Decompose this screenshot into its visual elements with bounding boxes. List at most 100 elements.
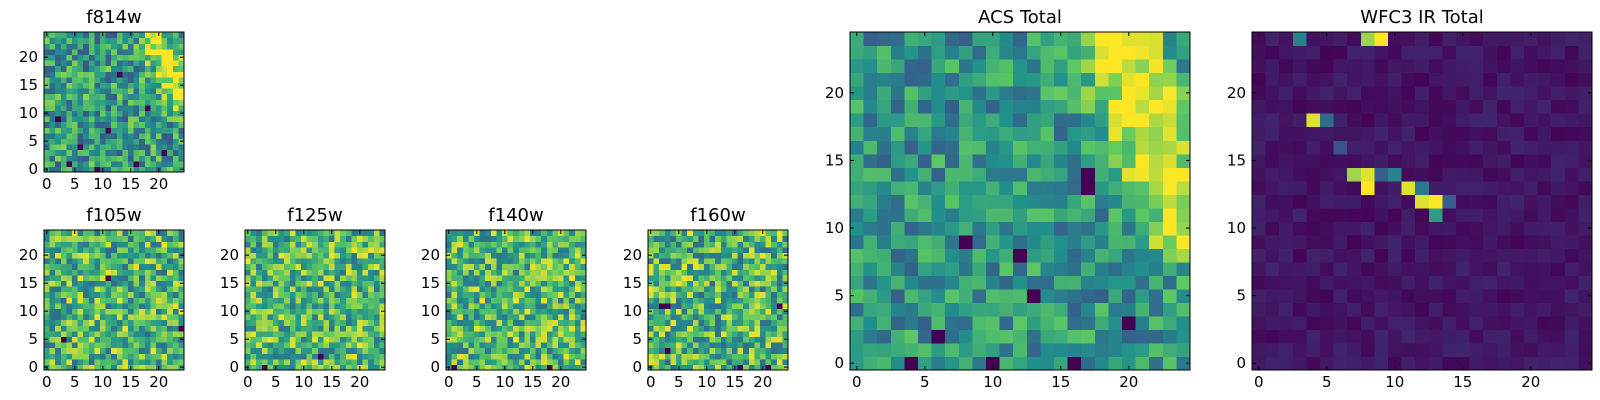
heatmap-cell <box>563 353 570 360</box>
heatmap-cell <box>88 65 95 72</box>
heatmap-cell <box>863 72 878 87</box>
heatmap-cell <box>558 358 565 365</box>
heatmap-cell <box>1252 113 1267 128</box>
heatmap-cell <box>479 308 486 315</box>
heatmap-cell <box>1456 180 1471 195</box>
heatmap-cell <box>345 325 352 332</box>
heatmap-cell <box>340 308 347 315</box>
heatmap-cell <box>513 280 520 287</box>
heatmap-cell <box>362 325 369 332</box>
heatmap-cell <box>1054 342 1069 358</box>
heatmap-cell <box>111 138 118 145</box>
heatmap-cell <box>133 76 140 83</box>
heatmap-cell <box>273 291 280 298</box>
heatmap-cell <box>541 325 548 332</box>
heatmap-cell <box>1292 315 1307 331</box>
heatmap-cell <box>1081 342 1096 358</box>
heatmap-cell <box>546 280 553 287</box>
heatmap-cell <box>569 274 576 281</box>
x-tick-label: 0 <box>243 373 253 391</box>
heatmap-cell <box>850 113 865 128</box>
heatmap-cell <box>340 319 347 326</box>
heatmap-cell <box>88 364 95 371</box>
heatmap-cell <box>49 280 56 287</box>
heatmap-cell <box>284 246 291 253</box>
heatmap-cell <box>128 82 135 89</box>
heatmap-cell <box>94 258 101 265</box>
heatmap-cell <box>863 288 878 303</box>
heatmap-cell <box>88 116 95 123</box>
heatmap-cell <box>334 336 341 343</box>
heatmap-cell <box>1333 113 1348 128</box>
heatmap-cell <box>1578 140 1593 155</box>
heatmap-cell <box>737 319 744 326</box>
heatmap-cell <box>999 288 1014 303</box>
heatmap-cell <box>94 155 101 162</box>
heatmap-cell <box>60 342 67 349</box>
heatmap-cell <box>289 308 296 315</box>
heatmap-cell <box>681 252 688 259</box>
heatmap-cell <box>507 291 514 298</box>
heatmap-cell <box>77 166 84 173</box>
heatmap-cell <box>139 280 146 287</box>
heatmap-cell <box>670 258 677 265</box>
heatmap-cell <box>267 364 274 371</box>
heatmap-cell <box>1347 113 1362 128</box>
heatmap-cell <box>462 252 469 259</box>
heatmap-cell <box>754 319 761 326</box>
heatmap-cell <box>172 246 179 253</box>
heatmap-cell <box>687 364 694 371</box>
heatmap-cell <box>312 358 319 365</box>
heatmap-cell <box>1469 180 1484 195</box>
heatmap-cell <box>485 286 492 293</box>
heatmap-cell <box>1279 86 1294 101</box>
heatmap-cell <box>122 230 129 237</box>
heatmap-cell <box>513 319 520 326</box>
heatmap-cell <box>877 234 892 249</box>
heatmap-cell <box>1040 59 1055 74</box>
heatmap-cell <box>345 246 352 253</box>
heatmap-cell <box>111 160 118 167</box>
heatmap-cell <box>55 325 62 332</box>
heatmap-cell <box>317 235 324 242</box>
heatmap-cell <box>306 252 313 259</box>
heatmap-cell <box>156 138 163 145</box>
heatmap-cell <box>541 330 548 337</box>
heatmap-cell <box>474 336 481 343</box>
heatmap-cell <box>1401 126 1416 141</box>
heatmap-cell <box>890 126 905 141</box>
heatmap-cell <box>1564 302 1579 317</box>
heatmap-cell <box>72 93 79 100</box>
heatmap-cell <box>139 358 146 365</box>
heatmap-cell <box>100 43 107 50</box>
heatmap-cell <box>468 353 475 360</box>
heatmap-cell <box>105 138 112 145</box>
heatmap-cell <box>1347 86 1362 101</box>
heatmap-cell <box>161 166 168 173</box>
heatmap-cell <box>122 54 129 61</box>
heatmap-cell <box>1135 153 1150 168</box>
heatmap-cell <box>150 82 157 89</box>
heatmap-cell <box>569 280 576 287</box>
heatmap-cell <box>748 252 755 259</box>
heatmap-cell <box>178 274 185 281</box>
heatmap-cell <box>273 269 280 276</box>
heatmap-cell <box>659 230 666 237</box>
heatmap-cell <box>250 263 257 270</box>
heatmap-cell <box>1094 32 1109 47</box>
heatmap-cell <box>1252 45 1267 60</box>
heatmap-cell <box>1537 288 1552 303</box>
heatmap-cell <box>890 167 905 182</box>
heatmap-cell <box>178 347 185 354</box>
heatmap-cell <box>133 241 140 248</box>
heatmap-cell <box>295 302 302 309</box>
heatmap-cell <box>1388 302 1403 317</box>
heatmap-cell <box>726 286 733 293</box>
heatmap-cell <box>546 241 553 248</box>
heatmap-cell <box>278 258 285 265</box>
heatmap-cell <box>323 325 330 332</box>
heatmap-cell <box>245 302 252 309</box>
heatmap-cell <box>289 258 296 265</box>
heatmap-cell <box>732 347 739 354</box>
heatmap-cell <box>972 356 987 371</box>
